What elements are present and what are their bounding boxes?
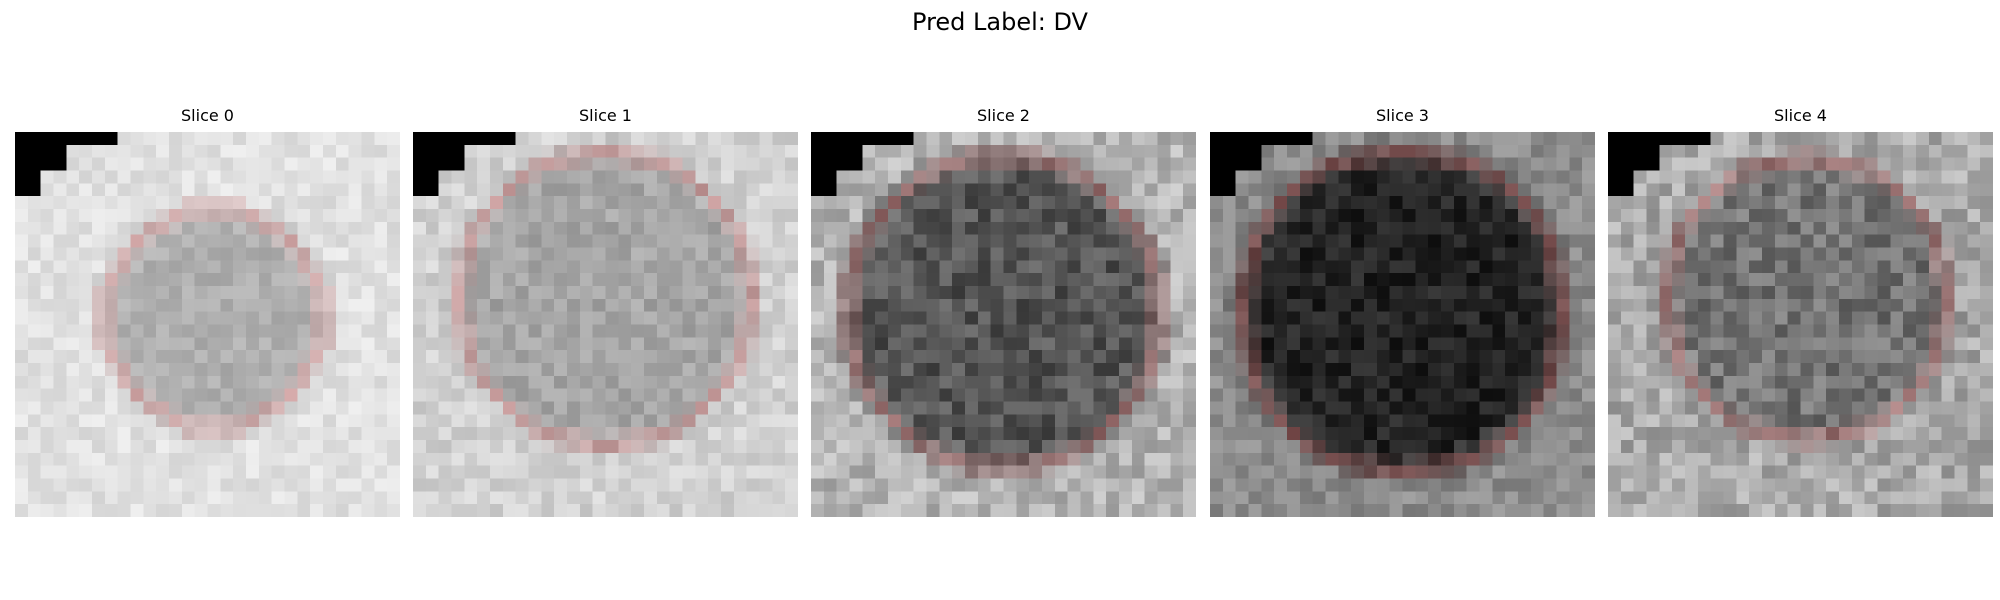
figure-title: Pred Label: DV: [0, 6, 2000, 38]
slice-title: Slice 4: [1608, 106, 1993, 126]
slice-title: Slice 3: [1210, 106, 1595, 126]
slice-title: Slice 0: [15, 106, 400, 126]
slice-image: [15, 132, 400, 517]
slice-image: [413, 132, 798, 517]
slice-image: [1210, 132, 1595, 517]
slice-panel-2: Slice 2: [811, 106, 1196, 517]
slice-title: Slice 1: [413, 106, 798, 126]
slice-title: Slice 2: [811, 106, 1196, 126]
slice-image: [1608, 132, 1993, 517]
slice-panel-1: Slice 1: [413, 106, 798, 517]
slice-panel-3: Slice 3: [1210, 106, 1595, 517]
slice-panel-4: Slice 4: [1608, 106, 1993, 517]
slice-panel-0: Slice 0: [15, 106, 400, 517]
slice-image: [811, 132, 1196, 517]
